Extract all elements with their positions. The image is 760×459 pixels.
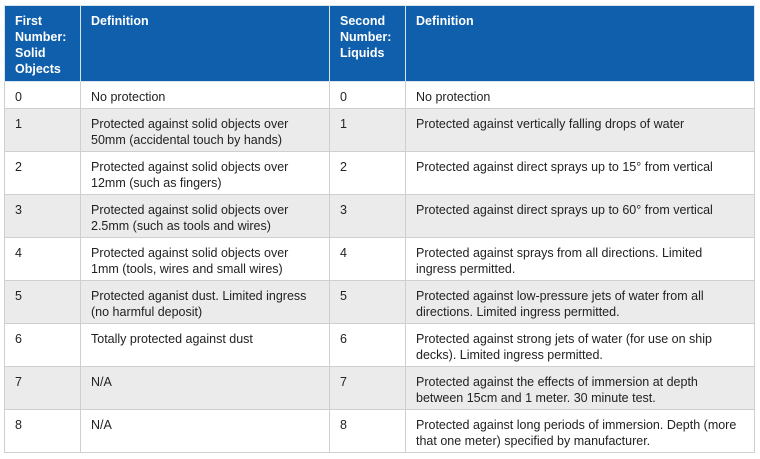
table-row: 2 Protected against solid objects over 12…: [4, 151, 755, 195]
table-cell: 3: [4, 194, 81, 238]
table-cell: No protection: [80, 81, 330, 109]
table-cell: Protected against direct sprays up to 15…: [405, 151, 755, 195]
table-cell: Protected against solid objects over 1mm…: [80, 237, 330, 281]
table-cell: Totally protected against dust: [80, 323, 330, 367]
table-cell: 4: [329, 237, 406, 281]
table-head: First Number: Solid Objects Definition Sec…: [4, 5, 755, 82]
table-cell: Protected against sprays from all direct…: [405, 237, 755, 281]
table-cell: Protected against long periods of immers…: [405, 409, 755, 453]
table-cell: 6: [4, 323, 81, 367]
ip-rating-table: First Number: Solid Objects Definition Sec…: [4, 5, 755, 453]
table-cell: Protected against direct sprays up to 60…: [405, 194, 755, 238]
table-row: 7 N/A 7 Protected against the effects of im…: [4, 366, 755, 410]
table-cell: 6: [329, 323, 406, 367]
table-cell: 8: [4, 409, 81, 453]
table-cell: Protected against solid objects over 12m…: [80, 151, 330, 195]
header-cell: First Number: Solid Objects: [4, 5, 81, 82]
table-cell: 3: [329, 194, 406, 238]
table-cell: 2: [4, 151, 81, 195]
table-cell: No protection: [405, 81, 755, 109]
table-body: 0 No protection 0 No protection 1 Protected a…: [4, 81, 755, 453]
table-cell: 7: [329, 366, 406, 410]
table-cell: 0: [329, 81, 406, 109]
table-cell: Protected against strong jets of water (…: [405, 323, 755, 367]
table-cell: Protected against solid objects over 2.5…: [80, 194, 330, 238]
table-cell: Protected aganist dust. Limited ingress …: [80, 280, 330, 324]
header-cell: Definition: [405, 5, 755, 82]
header-cell: Second Number: Liquids: [329, 5, 406, 82]
table-cell: 4: [4, 237, 81, 281]
table-row: 0 No protection 0 No protection: [4, 81, 755, 109]
header-row: First Number: Solid Objects Definition Sec…: [4, 5, 755, 82]
table-cell: Protected against vertically falling dro…: [405, 108, 755, 152]
table-row: 3 Protected against solid objects over 2.…: [4, 194, 755, 238]
table-cell: 5: [329, 280, 406, 324]
table-row: 6 Totally protected against dust 6 Protecte…: [4, 323, 755, 367]
table-cell: 1: [329, 108, 406, 152]
table-cell: 5: [4, 280, 81, 324]
table-cell: 0: [4, 81, 81, 109]
table-cell: 1: [4, 108, 81, 152]
table-cell: 7: [4, 366, 81, 410]
table-cell: N/A: [80, 409, 330, 453]
table-cell: 8: [329, 409, 406, 453]
table-cell: N/A: [80, 366, 330, 410]
table-row: 8 N/A 8 Protected against long periods of i…: [4, 409, 755, 453]
table-row: 1 Protected against solid objects over 50…: [4, 108, 755, 152]
table-cell: Protected against solid objects over 50m…: [80, 108, 330, 152]
table-cell: Protected against the effects of immersi…: [405, 366, 755, 410]
table-cell: Protected against low-pressure jets of w…: [405, 280, 755, 324]
table-row: 5 Protected aganist dust. Limited ingress…: [4, 280, 755, 324]
table-row: 4 Protected against solid objects over 1m…: [4, 237, 755, 281]
header-cell: Definition: [80, 5, 330, 82]
table-cell: 2: [329, 151, 406, 195]
